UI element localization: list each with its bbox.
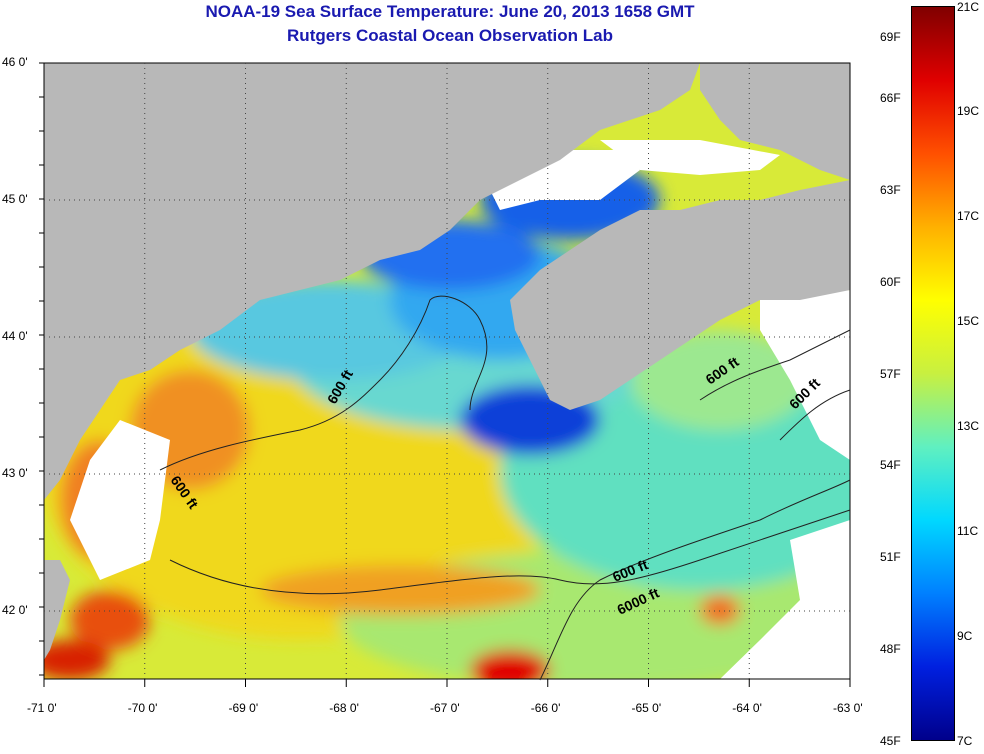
colorbar-fahrenheit-label: 57F — [880, 366, 901, 381]
colorbar-fahrenheit-label: 69F — [880, 30, 901, 44]
colorbar-celsius-label: 11C — [957, 524, 979, 538]
temperature-colorbar — [911, 6, 955, 741]
colorbar-celsius-label: 9C — [957, 629, 973, 643]
colorbar-celsius-label: 17C — [957, 209, 980, 223]
latitude-tick-label: 45 0' — [2, 192, 28, 206]
latitude-tick-label: 43 0' — [2, 466, 28, 480]
longitude-tick-label: -71 0' — [27, 701, 57, 715]
colorbar-celsius-label: 19C — [957, 104, 980, 118]
map-title: NOAA-19 Sea Surface Temperature: June 20… — [205, 2, 695, 21]
longitude-tick-label: -64 0' — [732, 701, 762, 715]
colorbar-celsius-label: 15C — [957, 314, 980, 328]
land — [44, 63, 850, 660]
depth-contours — [159, 295, 851, 681]
longitude-tick-label: -65 0' — [631, 701, 662, 715]
colorbar-fahrenheit-label: 63F — [880, 182, 901, 197]
colorbar-fahrenheit-label: 51F — [880, 550, 901, 565]
longitude-tick-label: -70 0' — [127, 701, 158, 715]
colorbar-celsius-label: 7C — [957, 734, 973, 748]
colorbar-fahrenheit-label: 60F — [880, 274, 901, 289]
colorbar-fahrenheit-label: 54F — [880, 458, 901, 473]
colorbar-celsius-label: 13C — [957, 419, 980, 433]
longitude-tick-label: -69 0' — [228, 701, 259, 715]
longitude-tick-label: -63 0' — [833, 701, 863, 715]
latitude-tick-label: 44 0' — [2, 329, 28, 343]
colorbar-celsius-label: 21C — [957, 0, 980, 14]
cloud-mask — [70, 140, 850, 679]
latitude-tick-label: 42 0' — [2, 603, 28, 617]
longitude-tick-label: -66 0' — [530, 701, 561, 715]
latitude-tick-label: 46 0' — [2, 55, 28, 69]
colorbar-fahrenheit-label: 66F — [880, 90, 901, 105]
axis-ticks — [39, 62, 851, 687]
colorbar-fahrenheit-label: 48F — [880, 642, 901, 657]
colorbar-fahrenheit-label: 45F — [880, 734, 901, 748]
longitude-tick-label: -67 0' — [430, 701, 460, 715]
longitude-tick-label: -68 0' — [329, 701, 359, 715]
map-subtitle: Rutgers Coastal Ocean Observation Lab — [287, 26, 613, 45]
